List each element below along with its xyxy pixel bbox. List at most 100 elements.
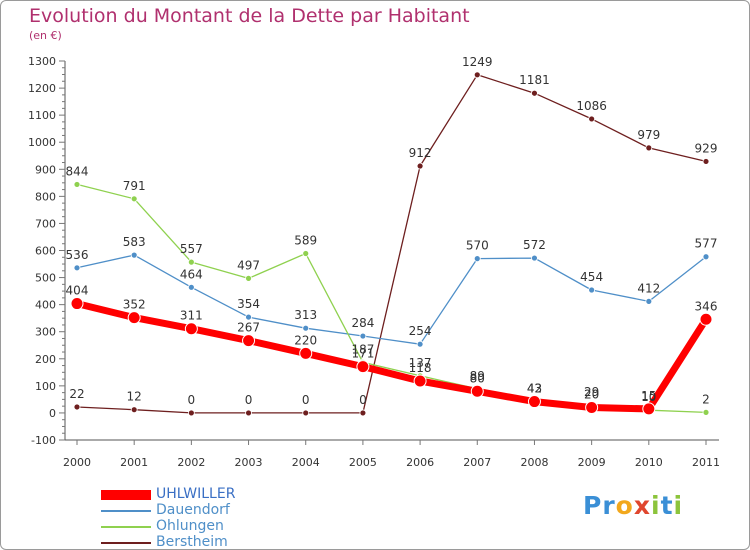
y-tick-label: 600: [35, 245, 56, 258]
data-label-berstheim: 22: [69, 387, 84, 401]
legend-label: UHLWILLER: [156, 486, 236, 502]
y-tick-label: -100: [31, 434, 56, 447]
x-tick-label: 2008: [520, 456, 548, 469]
chart-data-labels: 22 12 0 0 0 0 912 1249 1181 1086 979 929 536 583 464 35…: [66, 55, 718, 407]
data-label-ohlungen: 2: [702, 392, 710, 406]
chart-data-points: [70, 71, 713, 417]
data-point-ohlungen: [73, 181, 81, 188]
y-tick-label: 1200: [28, 82, 56, 95]
chart-axes: -100010020030040050060070080090010001100…: [28, 55, 720, 469]
data-label-ohlungen: 589: [294, 233, 317, 247]
data-point-berstheim: [302, 409, 310, 417]
logo-letter: o: [615, 491, 634, 520]
x-tick-label: 2009: [578, 456, 606, 469]
data-point-uhlwiller: [70, 297, 84, 311]
data-label-ohlungen: 497: [237, 258, 260, 272]
data-label-dauendorf: 284: [351, 316, 374, 330]
x-tick-label: 2011: [692, 456, 720, 469]
data-label-dauendorf: 577: [695, 237, 718, 251]
data-point-dauendorf: [302, 324, 310, 332]
data-point-uhlwiller: [356, 360, 370, 374]
data-point-dauendorf: [73, 264, 81, 272]
x-tick-label: 2004: [292, 456, 320, 469]
data-label-berstheim: 12: [127, 390, 142, 404]
data-label-berstheim: 1249: [462, 55, 493, 69]
data-point-uhlwiller: [527, 395, 541, 409]
data-label-dauendorf: 313: [294, 308, 317, 322]
data-point-ohlungen: [702, 408, 710, 416]
logo-letter: t: [660, 491, 674, 520]
data-point-dauendorf: [473, 255, 481, 263]
legend-swatch: [101, 490, 151, 500]
logo-letter: i: [651, 491, 661, 520]
data-label-berstheim: 0: [302, 393, 310, 407]
data-point-berstheim: [187, 409, 195, 417]
data-label-berstheim: 0: [188, 393, 196, 407]
series-line-dauendorf: [76, 254, 707, 345]
data-label-dauendorf: 464: [180, 267, 203, 281]
data-label-ohlungen: 557: [180, 242, 203, 256]
data-label-dauendorf: 254: [409, 324, 432, 338]
chart-series-lines: [73, 74, 710, 414]
data-point-dauendorf: [645, 297, 653, 305]
x-tick-label: 2005: [349, 456, 377, 469]
x-tick-label: 2007: [463, 456, 491, 469]
data-label-uhlwiller: 42: [527, 382, 542, 396]
data-label-dauendorf: 583: [123, 235, 146, 249]
data-label-uhlwiller: 404: [66, 284, 89, 298]
chart-title: Evolution du Montant de la Dette par Hab…: [29, 5, 470, 27]
chart-subtitle: (en €): [29, 29, 62, 42]
series-line-ohlungen: [76, 183, 707, 414]
data-label-dauendorf: 412: [637, 281, 660, 295]
y-tick-label: 900: [35, 163, 56, 176]
data-label-uhlwiller: 311: [180, 309, 203, 323]
data-label-berstheim: 0: [359, 393, 367, 407]
legend-swatch: [101, 526, 151, 528]
legend-label: Berstheim: [156, 534, 228, 550]
y-tick-label: 100: [35, 380, 56, 393]
data-point-uhlwiller: [413, 374, 427, 388]
data-point-dauendorf: [588, 286, 596, 294]
data-label-dauendorf: 354: [237, 297, 260, 311]
data-label-ohlungen: 89: [470, 369, 485, 383]
data-point-ohlungen: [245, 274, 252, 282]
data-label-uhlwiller: 118: [409, 361, 432, 375]
y-tick-label: 700: [35, 217, 56, 230]
data-label-ohlungen: 187: [351, 342, 374, 356]
logo-letter: P: [583, 491, 603, 520]
legend-swatch: [101, 510, 151, 512]
x-tick-label: 2003: [235, 456, 263, 469]
data-label-uhlwiller: 352: [123, 298, 146, 312]
data-point-berstheim: [416, 162, 424, 170]
data-point-ohlungen: [187, 258, 195, 266]
y-tick-label: 1000: [28, 136, 56, 149]
data-point-dauendorf: [531, 254, 538, 262]
data-label-uhlwiller: 171: [351, 347, 374, 361]
data-point-dauendorf: [245, 313, 252, 321]
data-label-uhlwiller: 346: [695, 299, 718, 313]
data-label-ohlungen: 43: [527, 381, 542, 395]
data-label-berstheim: 979: [637, 128, 660, 142]
data-point-berstheim: [702, 158, 710, 165]
x-tick-label: 2000: [63, 456, 91, 469]
data-label-uhlwiller: 20: [584, 388, 599, 402]
data-label-uhlwiller: 80: [470, 371, 485, 385]
data-label-ohlungen: 29: [584, 385, 599, 399]
y-tick-label: 1300: [28, 55, 56, 68]
logo-letter: i: [673, 491, 684, 520]
data-label-berstheim: 1086: [576, 99, 607, 113]
data-point-uhlwiller: [642, 402, 656, 416]
data-point-uhlwiller: [585, 401, 599, 415]
data-label-ohlungen: 791: [123, 179, 146, 193]
data-point-uhlwiller: [299, 346, 313, 360]
data-label-berstheim: 1181: [519, 73, 550, 87]
data-point-dauendorf: [359, 332, 367, 340]
data-point-dauendorf: [187, 283, 195, 291]
y-tick-label: 1100: [28, 109, 56, 122]
data-point-dauendorf: [130, 251, 138, 259]
data-label-ohlungen: 844: [66, 164, 89, 178]
data-point-ohlungen: [130, 195, 138, 203]
data-point-berstheim: [359, 409, 367, 417]
data-point-berstheim: [130, 406, 138, 414]
